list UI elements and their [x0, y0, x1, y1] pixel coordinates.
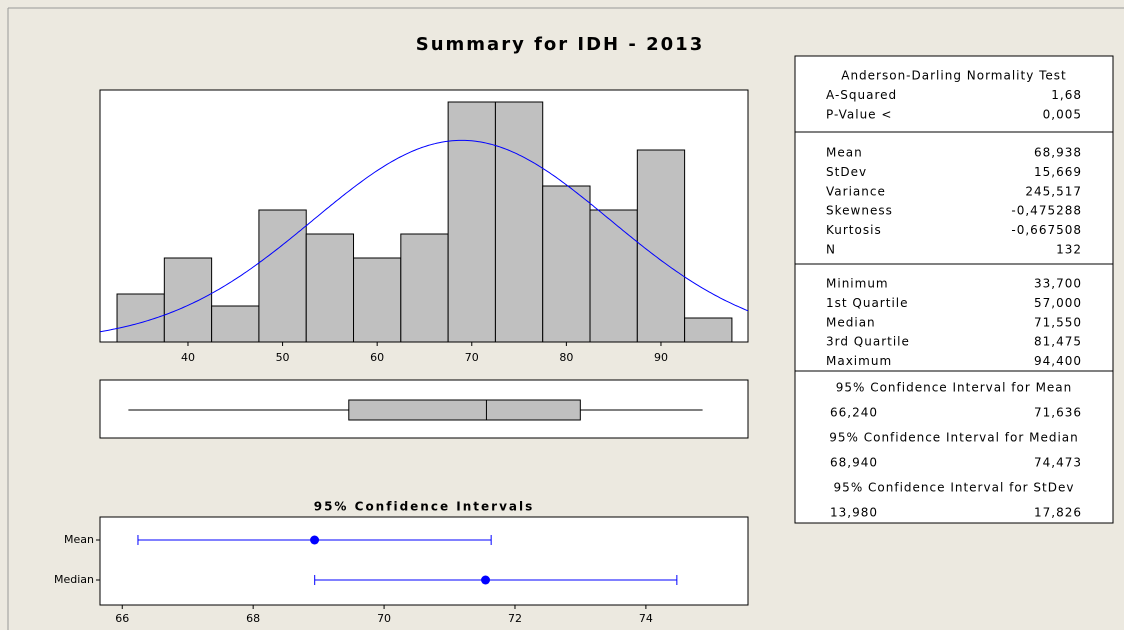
stat-value: 94,400 [1034, 354, 1082, 368]
estimate-point [310, 535, 320, 545]
bar [494, 101, 544, 343]
stat-label: P-Value < [826, 107, 892, 121]
interval-high: 17,826 [1034, 506, 1082, 520]
bar [163, 257, 213, 343]
stat-value: 132 [1056, 243, 1082, 257]
estimate-point [481, 575, 491, 585]
stat-label: Variance [826, 184, 886, 198]
x-tick-label: 74 [639, 612, 653, 625]
interval-high: 71,636 [1034, 406, 1082, 420]
stat-value: 33,700 [1034, 277, 1082, 291]
stat-value: 68,938 [1034, 146, 1082, 160]
bar [353, 257, 402, 343]
bar [305, 233, 355, 343]
stat-value: 71,550 [1034, 315, 1082, 329]
stat-value: 15,669 [1034, 165, 1082, 179]
bar [542, 185, 591, 343]
section-title: Anderson-Darling Normality Test [841, 69, 1067, 83]
x-tick-label: 80 [559, 351, 573, 364]
bar [589, 209, 638, 343]
x-tick-label: 50 [276, 351, 290, 364]
stat-label: Median [826, 315, 876, 329]
stat-label: Kurtosis [826, 223, 882, 237]
interval-title: 95% Confidence Intervals [314, 500, 535, 514]
interval-low: 66,240 [830, 406, 878, 420]
x-tick-label: 68 [246, 612, 260, 625]
stat-label: A-Squared [826, 88, 897, 102]
x-tick-label: 90 [654, 351, 668, 364]
stat-label: Minimum [826, 277, 889, 291]
normal-fit [99, 139, 749, 333]
stat-value: 245,517 [1025, 184, 1082, 198]
y-tick-label: Mean [64, 533, 94, 546]
bar [400, 233, 449, 343]
stat-label: 1st Quartile [826, 296, 909, 310]
stat-label: N [826, 243, 836, 257]
y-tick-label: Median [54, 573, 94, 586]
stat-value: 0,005 [1043, 107, 1082, 121]
stat-label: Skewness [826, 204, 893, 218]
interval-low: 13,980 [830, 506, 878, 520]
x-tick-label: 72 [508, 612, 522, 625]
bar [258, 209, 307, 343]
interval-heading: 95% Confidence Interval for Mean [836, 381, 1073, 395]
bar [636, 149, 686, 343]
stat-label: StDev [826, 165, 867, 179]
stat-label: 3rd Quartile [826, 335, 910, 349]
x-tick-label: 40 [181, 351, 195, 364]
bar [211, 305, 260, 343]
interval-low: 68,940 [830, 456, 878, 470]
x-tick-label: 70 [377, 612, 391, 625]
summary-table [794, 55, 1114, 524]
stat-value: -0,667508 [1011, 223, 1082, 237]
interval-heading: 95% Confidence Interval for Median [829, 431, 1079, 445]
stat-value: -0,475288 [1011, 204, 1082, 218]
x-tick-label: 70 [465, 351, 479, 364]
box [348, 399, 581, 421]
interval-heading: 95% Confidence Interval for StDev [834, 481, 1075, 495]
stat-value: 57,000 [1034, 296, 1082, 310]
x-tick-label: 60 [370, 351, 384, 364]
chart-title: Summary for IDH - 2013 [416, 34, 704, 55]
stat-value: 1,68 [1051, 88, 1082, 102]
x-tick-label: 66 [115, 612, 129, 625]
bar [447, 101, 496, 343]
stat-value: 81,475 [1034, 335, 1082, 349]
stat-label: Maximum [826, 354, 892, 368]
interval-panel [99, 516, 749, 606]
stat-label: Mean [826, 146, 863, 160]
interval-high: 74,473 [1034, 456, 1082, 470]
bar [684, 317, 733, 343]
